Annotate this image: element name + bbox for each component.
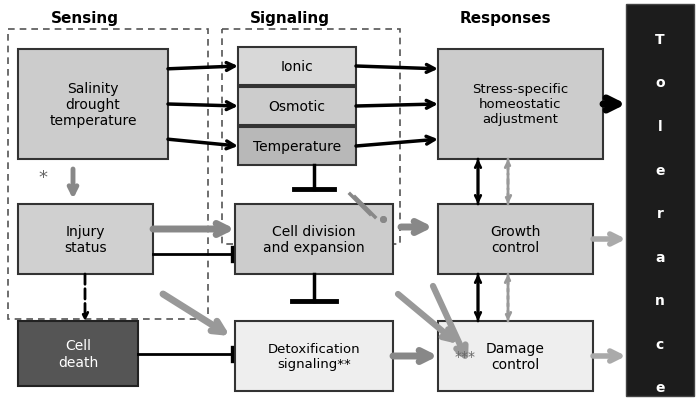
Text: Detoxification
signaling**: Detoxification signaling** xyxy=(267,342,360,370)
Bar xyxy=(438,205,593,274)
Text: o: o xyxy=(655,76,665,90)
Text: T: T xyxy=(655,33,665,47)
Bar xyxy=(238,128,356,166)
Bar xyxy=(222,30,400,244)
Text: Damage
control: Damage control xyxy=(486,341,545,371)
Text: Injury
status: Injury status xyxy=(64,224,107,255)
Text: Sensing: Sensing xyxy=(51,10,119,25)
Text: Temperature: Temperature xyxy=(253,140,341,154)
Bar xyxy=(238,88,356,126)
Bar xyxy=(235,321,393,391)
Text: *: * xyxy=(38,168,48,186)
Text: Growth
control: Growth control xyxy=(490,224,540,255)
Bar xyxy=(18,205,153,274)
Text: e: e xyxy=(655,380,665,394)
Text: a: a xyxy=(655,250,665,264)
Text: Ionic: Ionic xyxy=(281,60,314,74)
Text: c: c xyxy=(656,337,664,351)
Bar xyxy=(438,50,603,160)
Bar xyxy=(18,321,138,386)
Text: ***: *** xyxy=(454,349,475,363)
Text: Stress-specific
homeostatic
adjustment: Stress-specific homeostatic adjustment xyxy=(473,83,568,126)
Text: e: e xyxy=(655,163,665,177)
Text: Cell division
and expansion: Cell division and expansion xyxy=(263,224,365,255)
Bar xyxy=(626,5,694,396)
Text: Signaling: Signaling xyxy=(250,10,330,25)
Bar xyxy=(18,50,168,160)
Text: Responses: Responses xyxy=(459,10,551,25)
Text: Cell
death: Cell death xyxy=(58,338,98,369)
Text: Salinity
drought
temperature: Salinity drought temperature xyxy=(49,81,136,128)
Bar xyxy=(438,321,593,391)
Text: l: l xyxy=(658,119,662,134)
Bar xyxy=(238,48,356,86)
Text: r: r xyxy=(657,207,664,221)
Text: Osmotic: Osmotic xyxy=(269,100,326,114)
Text: n: n xyxy=(655,294,665,308)
Bar xyxy=(8,30,208,319)
Bar xyxy=(235,205,393,274)
